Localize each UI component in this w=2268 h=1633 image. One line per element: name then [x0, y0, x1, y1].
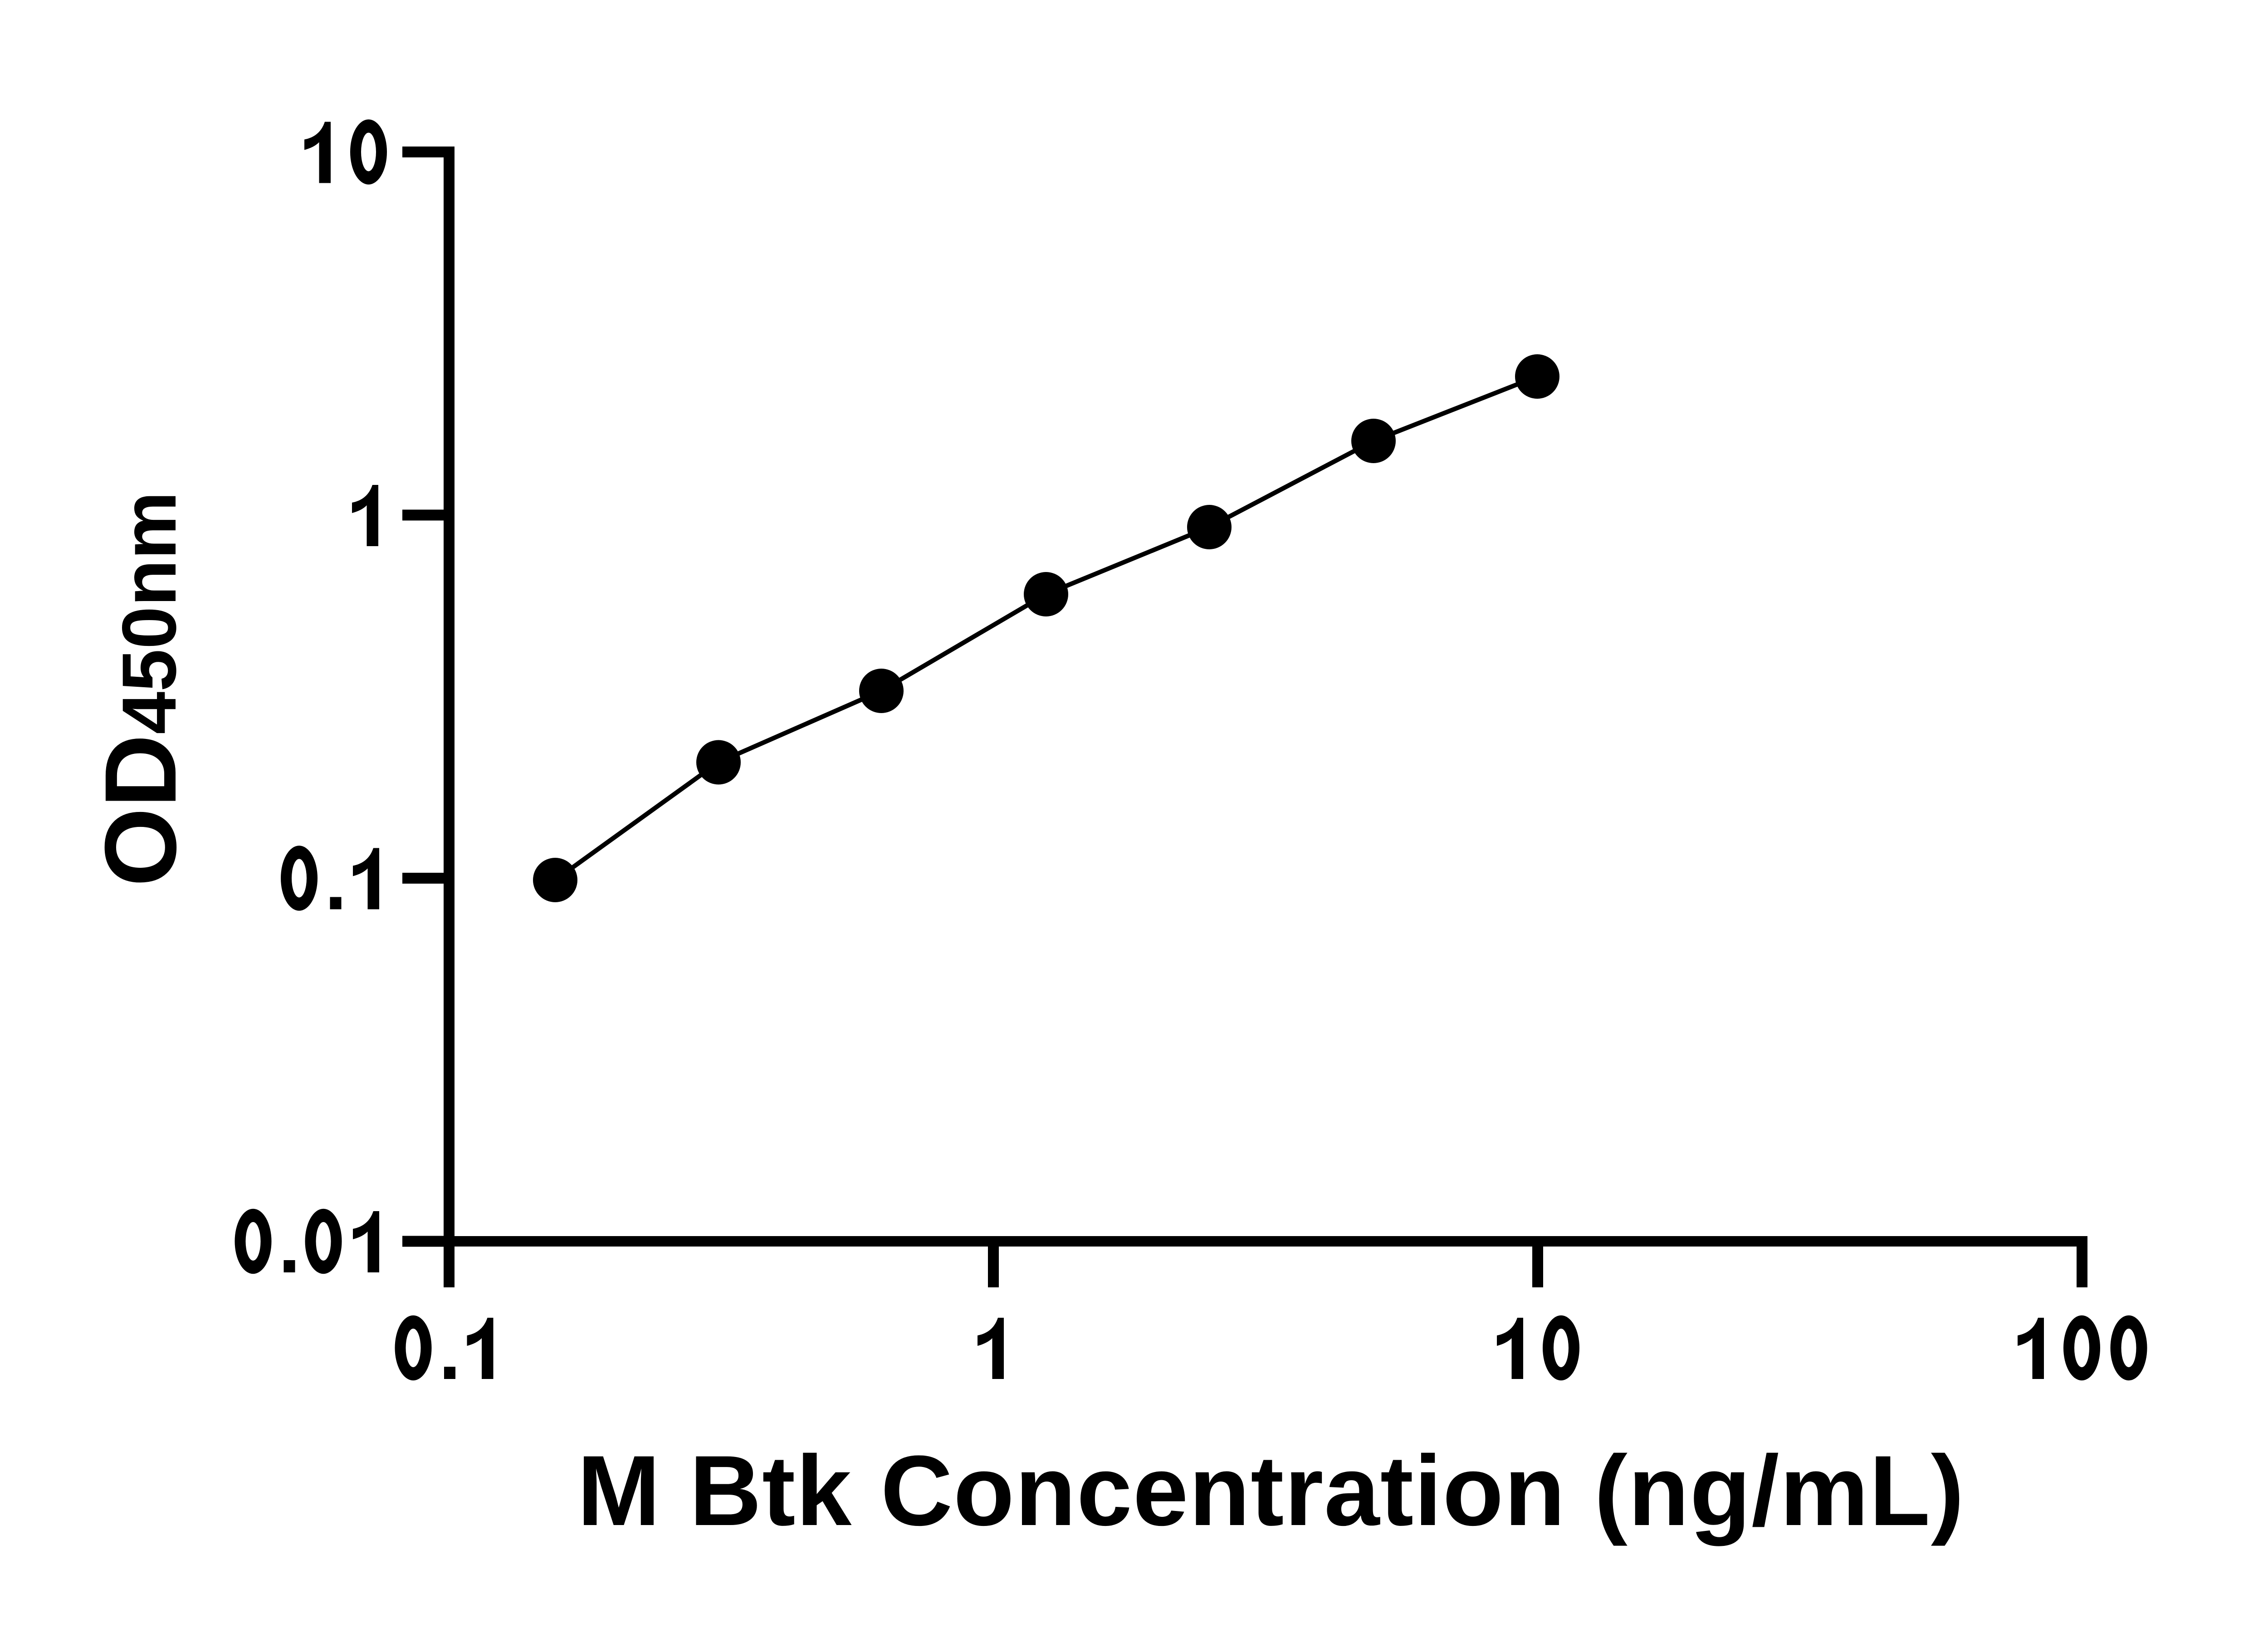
- svg-text:OD450nm: OD450nm: [84, 491, 197, 886]
- svg-text:M Btk Concentration (ng/mL): M Btk Concentration (ng/mL): [577, 1435, 1965, 1546]
